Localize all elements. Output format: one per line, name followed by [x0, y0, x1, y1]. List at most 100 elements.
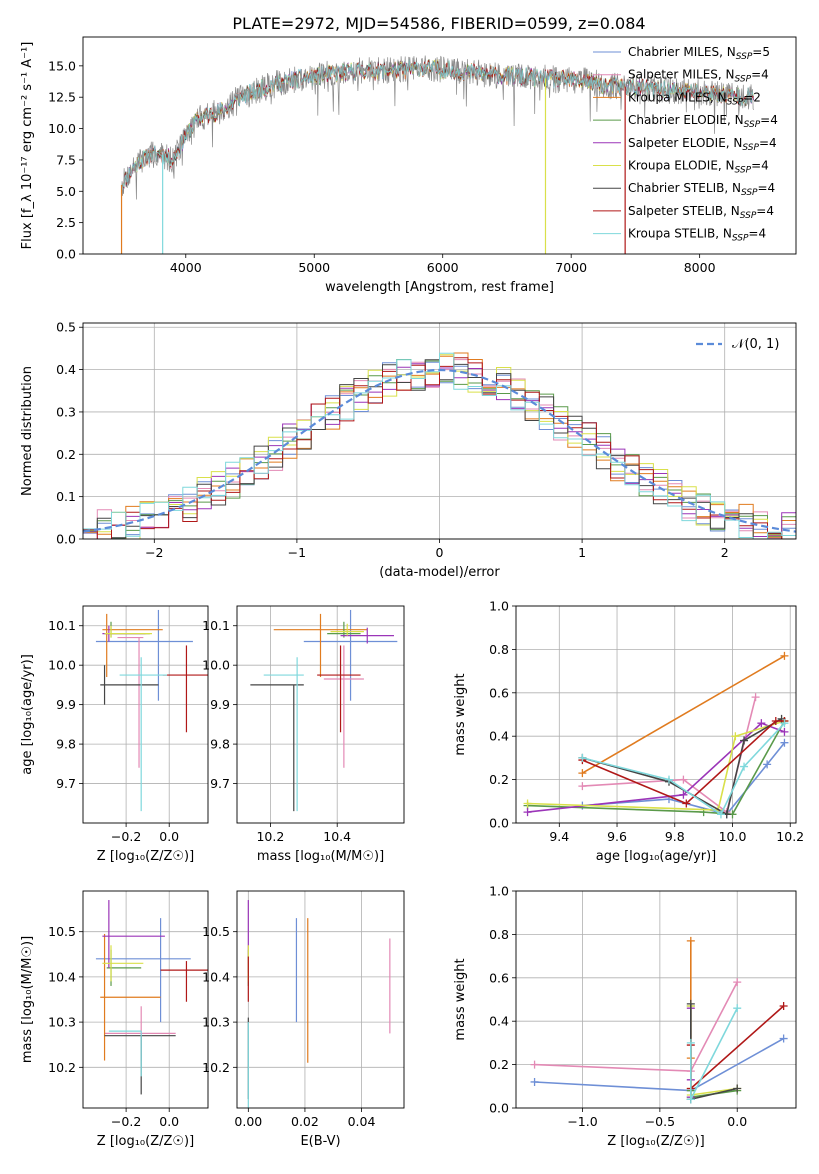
weight-series-kroupa-stelib — [578, 719, 789, 819]
x-tick-label: 7000 — [555, 260, 587, 275]
weight-marker — [740, 762, 749, 771]
weight-marker — [686, 999, 695, 1008]
y-tick-label: 5.0 — [56, 184, 76, 199]
legend-entry-kroupa-elodie: Kroupa ELODIE, NSSP=4 — [593, 159, 769, 176]
y-tick-label: 10.2 — [48, 1060, 76, 1075]
weight-line — [534, 981, 738, 1072]
legend-label-main: Chabrier STELIB, N — [628, 181, 741, 195]
errorbar-kroupa-miles — [102, 613, 163, 678]
errorbar-kroupa-stelib — [263, 657, 304, 812]
x-axis-label: wavelength [Angstrom, rest frame] — [325, 280, 554, 295]
weight-marker — [686, 936, 695, 945]
x-tick-label: 4000 — [170, 260, 202, 275]
y-axis-label: age [log₁₀(age/yr)] — [20, 654, 35, 775]
y-tick-label: 0.8 — [489, 642, 509, 657]
y-tick-label: 7.5 — [56, 152, 76, 167]
errorbar-chabrier-stelib — [100, 665, 159, 705]
legend-label-sub: SSP — [735, 166, 752, 176]
x-tick-label: 0.0 — [727, 1114, 747, 1129]
y-tick-label: 10.1 — [202, 618, 230, 633]
legend-label-main: Kroupa STELIB, N — [628, 227, 732, 241]
x-tick-label: 0.04 — [348, 1114, 376, 1129]
weight-marker — [780, 719, 789, 728]
residual-histogram-kroupa-stelib — [83, 352, 796, 539]
errorbar-chabrier-elodie — [327, 621, 361, 638]
x-tick-label: 0.0 — [159, 1114, 179, 1129]
y-tick-label: 15.0 — [48, 58, 76, 73]
weight-marker — [740, 736, 749, 745]
errorbar-salpeter-stelib — [160, 961, 208, 1002]
y-tick-label: 0.0 — [56, 247, 76, 262]
legend-label-sub: SSP — [741, 188, 758, 198]
panel-mass-vs-EBV: 0.00 0.02 0.04 10.2 10.3 10.4 10.5 E(B-V) — [202, 890, 405, 1149]
legend-label: Salpeter MILES, NSSP=4 — [628, 68, 769, 85]
weight-marker — [731, 732, 740, 741]
weight-marker — [780, 738, 789, 747]
legend-label-suffix: =5 — [752, 45, 770, 59]
legend-label-sub: SSP — [732, 234, 749, 244]
x-tick-label: 5000 — [298, 260, 330, 275]
y-tick-label: 12.5 — [48, 90, 76, 105]
residual-histogram-salpeter-stelib — [83, 357, 796, 539]
weight-marker — [763, 760, 772, 769]
y-tick-label: 0.4 — [489, 1014, 509, 1029]
y-tick-label: 9.9 — [56, 697, 76, 712]
x-tick-label: −1 — [288, 545, 306, 560]
legend-entry-kroupa-stelib: Kroupa STELIB, NSSP=4 — [593, 227, 766, 244]
plot-area — [95, 609, 208, 812]
weight-marker — [716, 810, 725, 819]
errorbar-kroupa-elodie — [102, 945, 144, 982]
panel-spectrum: 4000 5000 6000 7000 8000 0.0 2.5 5.0 7.5 10.0 12.5… — [20, 36, 797, 295]
weight-marker — [733, 978, 742, 987]
legend: 𝒩(0, 1) — [696, 337, 779, 352]
plot-area — [247, 900, 391, 1108]
x-tick-label: 9.4 — [549, 829, 569, 844]
x-axis-label: Z [log₁₀(Z/Z☉)] — [97, 1134, 194, 1149]
errorbar-salpeter-miles — [323, 645, 364, 768]
weight-marker — [679, 790, 688, 799]
plot-area — [530, 936, 788, 1104]
legend-label-main: Salpeter MILES, N — [628, 68, 735, 82]
y-axis-label: mass weight — [453, 673, 468, 755]
legend-entry-chabrier-stelib: Chabrier STELIB, NSSP=4 — [593, 181, 775, 198]
y-tick-label: 1.0 — [489, 884, 509, 899]
legend-label: Chabrier ELODIE, NSSP=4 — [628, 113, 778, 130]
y-tick-label: 10.1 — [48, 618, 76, 633]
legend-label-main: Chabrier MILES, N — [628, 45, 736, 59]
weight-marker — [757, 719, 766, 728]
errorbar-chabrier-stelib — [104, 1035, 176, 1095]
weight-marker — [779, 1002, 788, 1011]
y-tick-label: 1.0 — [489, 599, 509, 614]
legend-entry-chabrier-elodie: Chabrier ELODIE, NSSP=4 — [593, 113, 778, 130]
x-tick-label: 1 — [578, 545, 586, 560]
weight-marker — [686, 1038, 695, 1047]
normal-curve — [83, 368, 796, 533]
errorbar-salpeter-elodie — [102, 900, 165, 968]
legend-label-suffix: =4 — [756, 204, 774, 218]
x-tick-label: 2 — [721, 545, 729, 560]
legend-entry-chabrier-miles: Chabrier MILES, NSSP=5 — [593, 45, 770, 62]
y-tick-label: 2.5 — [56, 215, 76, 230]
y-tick-label: 10.3 — [48, 1015, 76, 1030]
y-tick-label: 0.6 — [489, 970, 509, 985]
y-tick-label: 0.5 — [56, 320, 76, 335]
axes-frame — [515, 890, 797, 1109]
legend-label-sub: SSP — [727, 97, 744, 107]
legend-label-main: Salpeter STELIB, N — [628, 204, 740, 218]
plot-area — [120, 55, 754, 254]
y-tick-label: 0.6 — [489, 685, 509, 700]
y-tick-label: 0.0 — [489, 816, 509, 831]
legend-label-normal: 𝒩(0, 1) — [732, 337, 779, 352]
x-tick-label: 10.0 — [719, 829, 747, 844]
weight-line — [581, 655, 785, 774]
weight-marker — [530, 1060, 539, 1069]
y-axis-label: mass weight — [453, 958, 468, 1040]
x-tick-label: 6000 — [427, 260, 459, 275]
y-tick-label: 0.3 — [56, 404, 76, 419]
y-tick-label: 0.8 — [489, 927, 509, 942]
x-axis-label: Z [log₁₀(Z/Z☉)] — [97, 849, 194, 864]
panel-weight-vs-age: 9.4 9.6 9.8 10.0 10.2 0.0 0.2 0.4 0.6 0.8 1.0 age [… — [453, 599, 804, 865]
x-tick-label: 10.2 — [256, 829, 284, 844]
plot-area — [95, 900, 208, 1095]
weight-line — [582, 722, 786, 816]
